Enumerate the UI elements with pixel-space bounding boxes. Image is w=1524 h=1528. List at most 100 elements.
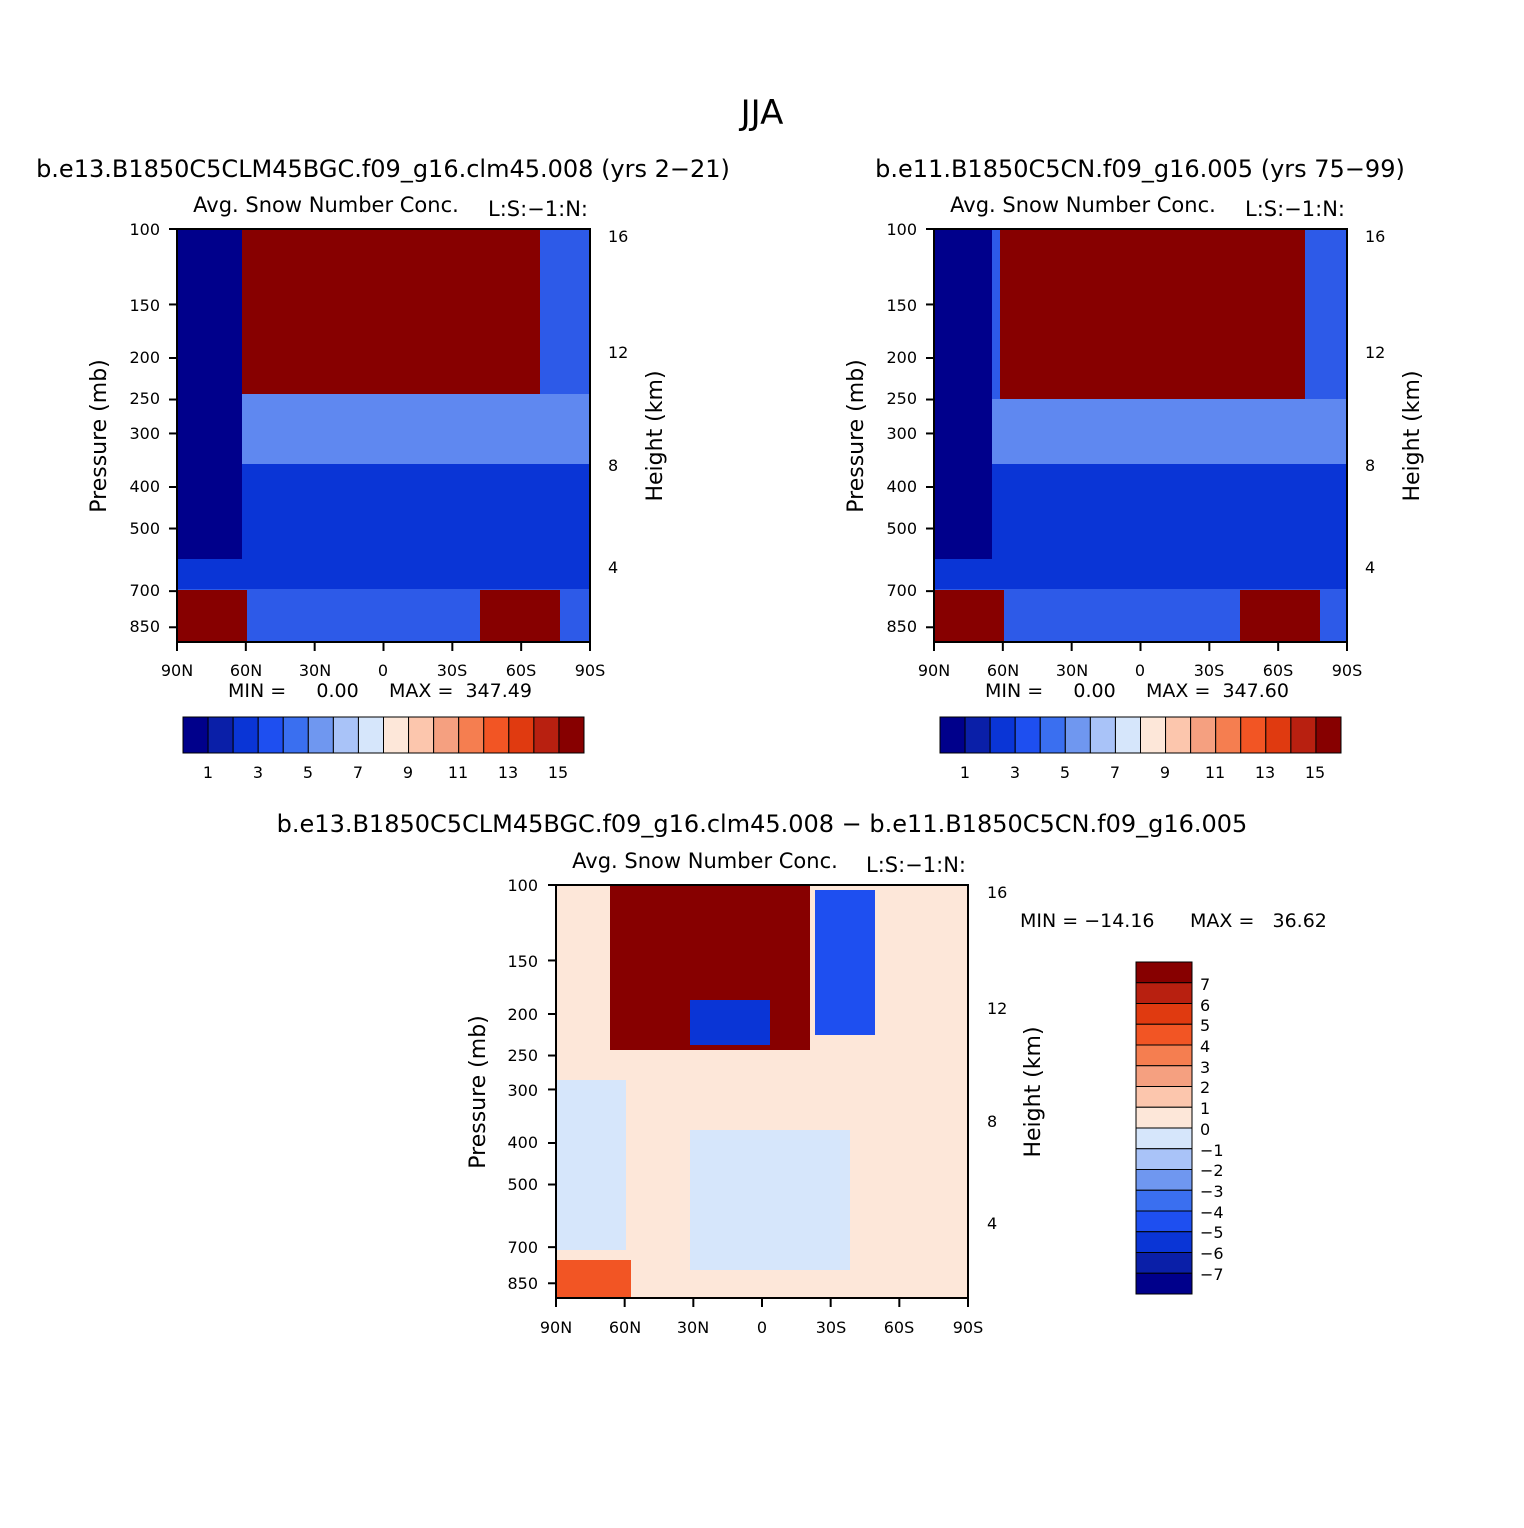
panel-2-xtick-5: 60S bbox=[1263, 661, 1294, 680]
panel-2-cb-label-1: 3 bbox=[1010, 763, 1020, 782]
panel-3-ylabel: Pressure (mb) bbox=[466, 1015, 491, 1169]
panel-2-cb-label-3: 7 bbox=[1110, 763, 1120, 782]
panel-2-ytick-7: 700 bbox=[886, 581, 917, 600]
colorbar-swatch bbox=[408, 716, 435, 754]
panel-3-x-ticks: 90N 60N 30N 0 30S 60S 90S bbox=[540, 1318, 983, 1337]
panel-2-xtick-4: 30S bbox=[1194, 661, 1225, 680]
colorbar-swatch bbox=[483, 716, 510, 754]
colorbar-swatch bbox=[1135, 982, 1193, 1004]
panel-1-title: b.e13.B1850C5CLM45BGC.f09_g16.clm45.008 … bbox=[36, 155, 730, 183]
panel-2-xtick-3: 0 bbox=[1135, 661, 1145, 680]
panel-1-y-ticks: 100 150 200 250 300 400 500 700 850 bbox=[129, 220, 160, 636]
panel-2-ytick-1: 150 bbox=[886, 296, 917, 315]
panel-2-ytick-3: 250 bbox=[886, 389, 917, 408]
colorbar-swatch bbox=[533, 716, 560, 754]
panel-2-ytick-5: 400 bbox=[886, 477, 917, 496]
colorbar-swatch bbox=[1135, 1086, 1193, 1108]
panel-2-cb-label-0: 1 bbox=[960, 763, 970, 782]
panel-2-x-ticks: 90N 60N 30N 0 30S 60S 90S bbox=[918, 661, 1362, 680]
panel-3-ytick-2: 200 bbox=[507, 1005, 538, 1024]
panel-1-cb-label-5: 11 bbox=[448, 763, 468, 782]
colorbar-swatch bbox=[207, 716, 234, 754]
panel-3-ytick-1: 150 bbox=[507, 952, 538, 971]
panel-3-ytick-7: 700 bbox=[507, 1238, 538, 1257]
panel-1-cb-label-3: 7 bbox=[353, 763, 363, 782]
panel-1-y2-ticks: 16 12 8 4 bbox=[608, 227, 628, 577]
panel-1-tick-marks bbox=[169, 228, 591, 651]
panel-3-tick-marks bbox=[548, 884, 969, 1307]
panel-1-xtick-0: 90N bbox=[161, 661, 193, 680]
panel-2-y-ticks: 100 150 200 250 300 400 500 700 850 bbox=[886, 220, 917, 636]
colorbar-swatch bbox=[232, 716, 259, 754]
panel-1-cb-label-4: 9 bbox=[403, 763, 413, 782]
panel-2-ytick-2: 200 bbox=[886, 348, 917, 367]
colorbar-swatch bbox=[1290, 716, 1317, 754]
panel-3-cb-label-11: −4 bbox=[1200, 1203, 1224, 1222]
panel-2-cb-label-7: 15 bbox=[1305, 763, 1325, 782]
colorbar-swatch bbox=[1240, 716, 1267, 754]
panel-1-low-dark-band bbox=[177, 464, 590, 589]
panel-2-cb-label-4: 9 bbox=[1160, 763, 1170, 782]
panel-3-cb-label-13: −6 bbox=[1200, 1244, 1224, 1263]
panel-2-cb-label-2: 5 bbox=[1060, 763, 1070, 782]
panel-3-cb-label-10: −3 bbox=[1200, 1182, 1224, 1201]
panel-3-xtick-4: 30S bbox=[816, 1318, 847, 1337]
panel-2-y2tick-2: 8 bbox=[1365, 456, 1375, 475]
colorbar-swatch bbox=[1135, 1003, 1193, 1025]
panel-3-xtick-2: 30N bbox=[677, 1318, 709, 1337]
panel-3-cb-label-5: 2 bbox=[1200, 1078, 1210, 1097]
panel-1-max: MAX = 347.49 bbox=[389, 680, 532, 702]
panel-1-y2tick-0: 16 bbox=[608, 227, 628, 246]
panel-1-ytick-2: 200 bbox=[129, 348, 160, 367]
colorbar-swatch bbox=[1315, 716, 1342, 754]
colorbar-swatch bbox=[939, 716, 966, 754]
colorbar-swatch bbox=[1114, 716, 1141, 754]
colorbar-swatch bbox=[383, 716, 410, 754]
panel-3-cb-label-2: 5 bbox=[1200, 1016, 1210, 1035]
panel-2-upper-max-region bbox=[1000, 229, 1305, 399]
colorbar-swatch bbox=[1089, 716, 1116, 754]
colorbar-swatch bbox=[1135, 1044, 1193, 1067]
panel-1-xtick-2: 30N bbox=[299, 661, 331, 680]
panel-2-ytick-8: 850 bbox=[886, 617, 917, 636]
colorbar-swatch bbox=[1135, 1231, 1193, 1253]
panel-1-upper-blue-band bbox=[177, 394, 590, 464]
panel-2-north-max-patch bbox=[934, 590, 1004, 642]
colorbar-swatch bbox=[1135, 1148, 1193, 1170]
panel-3-y2tick-2: 8 bbox=[987, 1112, 997, 1131]
colorbar-swatch bbox=[307, 716, 334, 754]
panel-1-min: MIN = 0.00 bbox=[228, 680, 359, 702]
panel-1-colorbar bbox=[182, 716, 585, 754]
colorbar-swatch bbox=[558, 716, 585, 754]
panel-3-colorbar bbox=[1135, 961, 1193, 1295]
panel-2-colorbar bbox=[939, 716, 1342, 754]
panel-3-min: MIN = −14.16 bbox=[1020, 910, 1155, 932]
panel-2-ytick-0: 100 bbox=[886, 220, 917, 239]
panel-3-level-tag: L:S:−1:N: bbox=[866, 853, 966, 877]
panel-1-y2label: Height (km) bbox=[643, 370, 668, 501]
panel-3-cb-label-9: −2 bbox=[1200, 1161, 1224, 1180]
colorbar-swatch bbox=[1135, 1065, 1193, 1087]
panel-3-central-negative-region bbox=[690, 1130, 850, 1270]
colorbar-swatch bbox=[1265, 716, 1292, 754]
panel-2-title: b.e11.B1850C5CN.f09_g16.005 (yrs 75−99) bbox=[875, 155, 1405, 183]
panel-2-level-tag: L:S:−1:N: bbox=[1245, 197, 1345, 221]
panel-3-xtick-0: 90N bbox=[540, 1318, 572, 1337]
colorbar-swatch bbox=[989, 716, 1016, 754]
colorbar-swatch bbox=[964, 716, 991, 754]
panel-3-colorbar-labels: 7 6 5 4 3 2 1 0 −1 −2 −3 −4 −5 −6 −7 bbox=[1200, 975, 1224, 1284]
colorbar-swatch bbox=[1039, 716, 1066, 754]
panel-2-y2tick-1: 12 bbox=[1365, 343, 1385, 362]
panel-2-colorbar-labels: 1 3 5 7 9 11 13 15 bbox=[960, 763, 1325, 782]
panel-2-ylabel: Pressure (mb) bbox=[844, 359, 869, 513]
panel-3-y2tick-0: 16 bbox=[987, 883, 1007, 902]
panel-3-west-negative-region bbox=[556, 1080, 626, 1250]
colorbar-swatch bbox=[458, 716, 485, 754]
colorbar-swatch bbox=[1135, 1252, 1193, 1274]
panel-1-colorbar-labels: 1 3 5 7 9 11 13 15 bbox=[203, 763, 568, 782]
colorbar-swatch bbox=[332, 716, 359, 754]
panel-2-tick-marks bbox=[926, 228, 1348, 651]
panel-1-y2tick-1: 12 bbox=[608, 343, 628, 362]
panel-2-ytick-6: 500 bbox=[886, 519, 917, 538]
